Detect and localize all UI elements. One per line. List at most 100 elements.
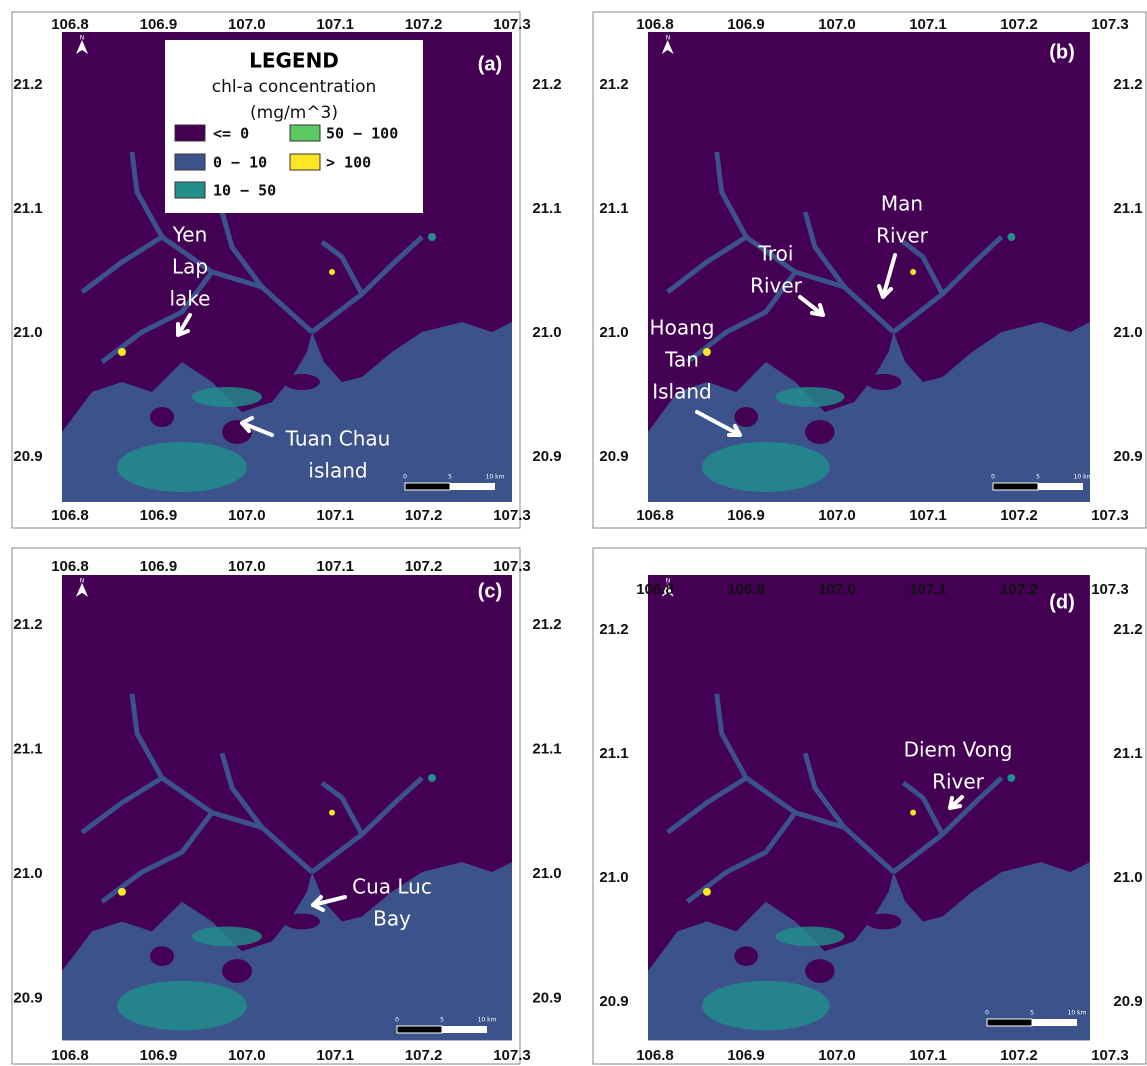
y-tick-label: 21.1 — [1113, 745, 1142, 762]
y-tick-label: 20.9 — [1113, 448, 1142, 465]
y-tick-label: 21.2 — [13, 76, 42, 93]
y-tick-label: 21.0 — [1113, 869, 1142, 886]
x-tick-label: 107.3 — [493, 1047, 531, 1064]
annotation: Yen — [172, 223, 208, 247]
scale-label: 10 km — [486, 474, 505, 481]
y-tick-label: 21.2 — [1113, 621, 1142, 638]
y-tick-label: 21.0 — [599, 869, 628, 886]
panel-label: (c) — [478, 580, 502, 602]
x-tick-label: 107.1 — [909, 507, 947, 524]
y-tick-label: 20.9 — [532, 989, 561, 1006]
legend-swatch — [175, 154, 205, 170]
y-tick-label: 21.1 — [13, 200, 42, 217]
annotation: lake — [170, 287, 211, 311]
annotation: Bay — [373, 907, 411, 931]
y-tick-label: 20.9 — [599, 448, 628, 465]
y-tick-label: 21.0 — [13, 324, 42, 341]
annotation: River — [932, 770, 985, 794]
y-tick-label: 21.1 — [599, 200, 628, 217]
annotation: River — [876, 224, 929, 248]
x-tick-label: 106.9 — [727, 581, 765, 598]
scale-bar — [993, 483, 1038, 490]
x-tick-label: 107.3 — [1091, 16, 1129, 33]
y-tick-label: 21.0 — [1113, 324, 1142, 341]
scale-label: 5 — [440, 1017, 444, 1024]
x-tick-label: 107.2 — [405, 1047, 443, 1064]
legend-subtitle: chl-a concentration — [212, 77, 377, 97]
x-tick-label: 106.8 — [636, 16, 674, 33]
legend-label: > 100 — [326, 154, 371, 172]
scale-bar — [397, 1026, 442, 1033]
annotation: Hoang — [650, 316, 715, 340]
y-tick-label: 20.9 — [1113, 993, 1142, 1010]
annotation: Diem Vong — [904, 738, 1013, 762]
x-tick-label: 106.9 — [140, 558, 178, 575]
panel-label: (d) — [1049, 591, 1075, 613]
north-label: N — [666, 578, 671, 585]
north-label: N — [80, 578, 85, 585]
annotation: Tan — [664, 348, 699, 372]
y-tick-label: 21.1 — [13, 740, 42, 757]
x-tick-label: 106.9 — [727, 16, 765, 33]
figure: 106.8 106.8 106.9 106.9 107.0 107.0 107.1 107.1… — [0, 0, 1147, 1066]
x-tick-label: 106.9 — [140, 507, 178, 524]
map-image — [648, 32, 1090, 502]
annotation: Island — [652, 380, 712, 404]
legend-label: 0 − 10 — [213, 154, 267, 172]
x-tick-label: 107.1 — [909, 16, 947, 33]
x-tick-label: 106.8 — [51, 558, 89, 575]
x-tick-label: 107.1 — [316, 558, 354, 575]
scale-label: 0 — [991, 474, 995, 481]
panel-label: (a) — [478, 53, 502, 75]
legend-swatch — [290, 154, 320, 170]
y-tick-label: 21.1 — [1113, 200, 1142, 217]
page: chl-a concentration maps {"x_ticks": ["1… — [0, 0, 1147, 1066]
x-tick-label: 107.3 — [493, 558, 531, 575]
x-tick-label: 107.0 — [228, 558, 266, 575]
y-tick-label: 21.2 — [13, 616, 42, 633]
legend-units: (mg/m^3) — [250, 103, 338, 123]
scale-label: 5 — [1036, 474, 1040, 481]
annotation: Man — [881, 192, 923, 216]
x-tick-label: 107.2 — [1000, 16, 1038, 33]
y-tick-label: 21.0 — [532, 865, 561, 882]
scale-bar — [1038, 483, 1083, 490]
legend-swatch — [290, 125, 320, 141]
y-tick-label: 21.0 — [599, 324, 628, 341]
y-tick-label: 20.9 — [13, 989, 42, 1006]
x-tick-label: 107.2 — [1000, 581, 1038, 598]
x-tick-label: 107.1 — [909, 1047, 947, 1064]
x-tick-label: 106.9 — [140, 16, 178, 33]
x-tick-label: 107.3 — [1091, 581, 1129, 598]
y-tick-label: 21.2 — [532, 616, 561, 633]
x-tick-label: 107.2 — [405, 507, 443, 524]
y-tick-label: 20.9 — [532, 448, 561, 465]
x-tick-label: 107.1 — [909, 581, 947, 598]
annotation: island — [308, 459, 367, 483]
legend-label: 50 − 100 — [326, 125, 398, 143]
x-tick-label: 106.8 — [636, 507, 674, 524]
map-image — [62, 575, 512, 1040]
y-tick-label: 21.2 — [599, 621, 628, 638]
x-tick-label: 107.0 — [818, 16, 856, 33]
x-tick-label: 106.9 — [727, 507, 765, 524]
scale-bar — [442, 1026, 487, 1033]
x-tick-label: 107.2 — [405, 558, 443, 575]
y-tick-label: 21.2 — [599, 76, 628, 93]
legend-label: <= 0 — [213, 125, 249, 143]
north-label: N — [666, 35, 671, 42]
x-tick-label: 106.8 — [51, 507, 89, 524]
y-tick-label: 21.2 — [532, 76, 561, 93]
scale-bar — [1032, 1019, 1077, 1026]
x-tick-label: 107.0 — [228, 16, 266, 33]
scale-label: 10 km — [1074, 474, 1093, 481]
x-tick-label: 107.3 — [1091, 1047, 1129, 1064]
x-tick-label: 107.2 — [1000, 507, 1038, 524]
x-tick-label: 107.0 — [818, 507, 856, 524]
scale-bar — [405, 483, 450, 490]
legend-swatch — [175, 125, 205, 141]
x-tick-label: 106.8 — [636, 1047, 674, 1064]
y-tick-label: 21.0 — [532, 324, 561, 341]
scale-label: 0 — [985, 1010, 989, 1017]
annotation: Cua Luc — [352, 875, 432, 899]
